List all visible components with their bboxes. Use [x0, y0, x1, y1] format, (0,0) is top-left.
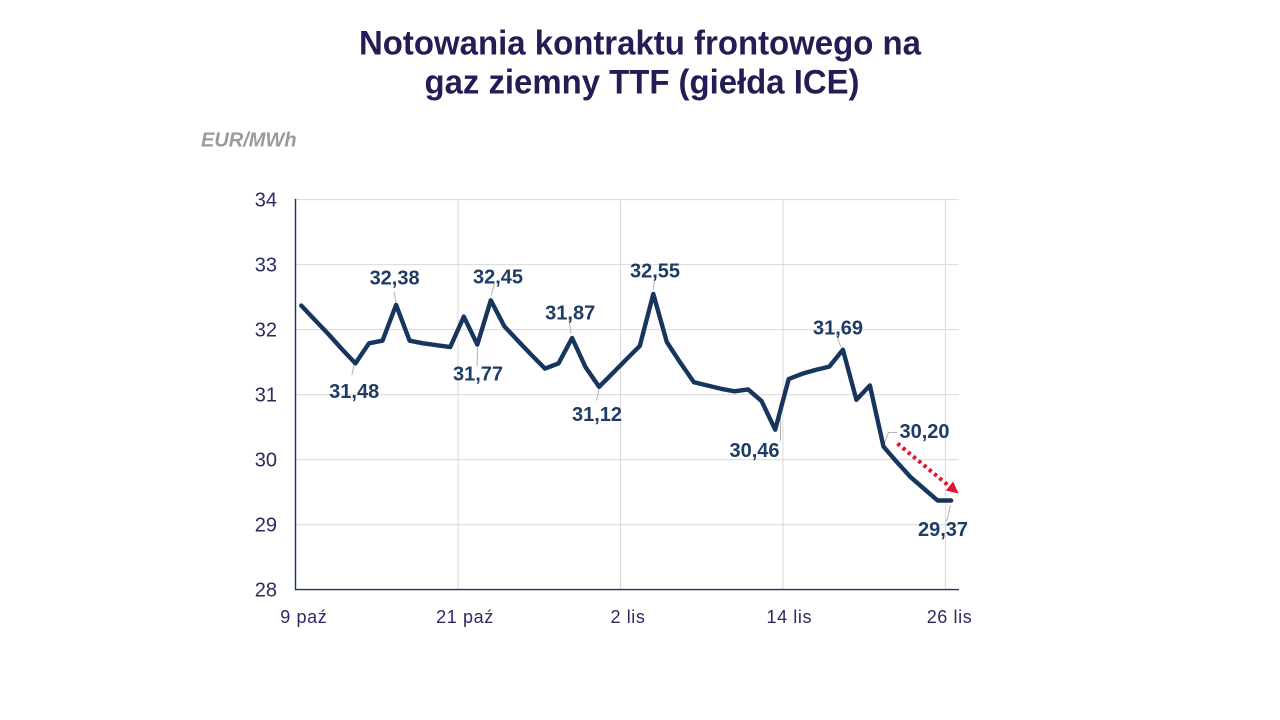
svg-text:14 lis: 14 lis — [766, 607, 812, 627]
svg-text:32,45: 32,45 — [473, 267, 523, 289]
svg-text:29,37: 29,37 — [918, 519, 968, 541]
svg-text:31,77: 31,77 — [453, 364, 503, 386]
svg-text:2 lis: 2 lis — [610, 607, 645, 627]
svg-text:30,20: 30,20 — [899, 421, 949, 443]
svg-text:31,48: 31,48 — [329, 381, 379, 403]
svg-text:32,55: 32,55 — [630, 261, 680, 283]
svg-text:33: 33 — [255, 255, 277, 277]
svg-text:28: 28 — [255, 580, 277, 602]
svg-text:gaz ziemny TTF (giełda ICE): gaz ziemny TTF (giełda ICE) — [425, 64, 860, 102]
svg-text:31,12: 31,12 — [572, 404, 622, 426]
svg-text:30: 30 — [255, 450, 277, 472]
svg-text:31,87: 31,87 — [545, 303, 595, 325]
svg-text:32,38: 32,38 — [370, 268, 420, 290]
svg-text:Notowania kontraktu frontowego: Notowania kontraktu frontowego na — [359, 25, 922, 63]
svg-text:9 paź: 9 paź — [280, 607, 327, 627]
svg-text:26 lis: 26 lis — [927, 607, 973, 627]
svg-text:31,69: 31,69 — [813, 318, 863, 340]
svg-text:EUR/MWh: EUR/MWh — [201, 130, 297, 152]
svg-text:34: 34 — [255, 190, 277, 212]
svg-text:31: 31 — [255, 385, 277, 407]
svg-text:30,46: 30,46 — [729, 440, 779, 462]
svg-text:21 paź: 21 paź — [436, 607, 494, 627]
svg-text:32: 32 — [255, 320, 277, 342]
svg-text:29: 29 — [255, 515, 277, 537]
